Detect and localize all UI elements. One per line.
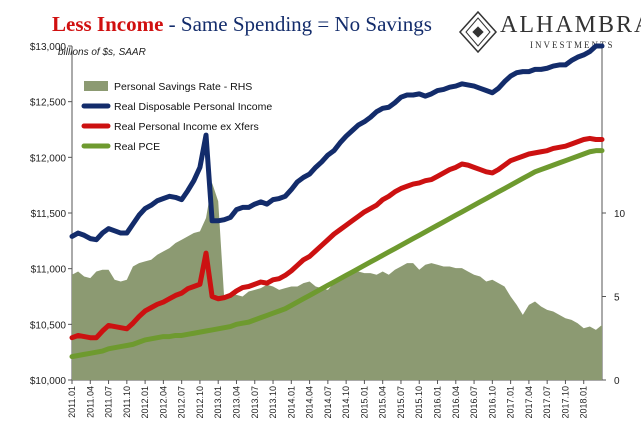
x-tick-label: 2014.07 <box>323 386 333 419</box>
y-left-tick-label: $10,000 <box>30 376 67 387</box>
x-tick-label: 2011.01 <box>67 386 77 418</box>
legend-label: Personal Savings Rate - RHS <box>114 81 252 93</box>
y-left-tick-label: $11,500 <box>31 209 67 220</box>
x-tick-label: 2015.10 <box>414 386 424 419</box>
x-tick-label: 2017.04 <box>524 386 534 419</box>
x-tick-label: 2015.01 <box>359 386 369 419</box>
y-left-tick-label: $13,000 <box>30 42 67 53</box>
chart-title-part1: Less Income <box>52 12 164 36</box>
x-tick-label: 2018.01 <box>579 386 589 419</box>
x-tick-label: 2011.10 <box>122 386 132 418</box>
x-tick-label: 2013.04 <box>231 386 241 419</box>
x-tick-label: 2014.10 <box>341 386 351 419</box>
series-line-real-pce <box>69 148 605 360</box>
x-tick-label: 2014.01 <box>286 386 296 419</box>
logo-subtitle: INVESTMENTS <box>530 40 615 50</box>
x-tick-label: 2016.10 <box>487 386 497 419</box>
x-tick-label: 2011.07 <box>104 386 114 418</box>
chart-title-part2: - Same Spending = No Savings <box>163 12 432 36</box>
x-tick-label: 2017.07 <box>542 386 552 419</box>
x-tick-label: 2016.01 <box>433 386 443 419</box>
logo-emblem-icon <box>458 10 498 54</box>
y-left-tick-label: $11,000 <box>31 265 67 276</box>
x-tick-label: 2013.07 <box>250 386 260 419</box>
x-tick-label: 2015.04 <box>378 386 388 419</box>
series-line-real-disposable-personal-income <box>69 43 605 243</box>
x-tick-label: 2012.10 <box>195 386 205 419</box>
y-left-tick-label: $10,500 <box>30 320 67 331</box>
x-tick-label: 2016.07 <box>469 386 479 419</box>
x-tick-label: 2013.01 <box>213 386 223 419</box>
units-note: billions of $s, SAAR <box>58 47 146 58</box>
y-right-tick-label: 10 <box>614 209 626 220</box>
x-tick-label: 2012.07 <box>177 386 187 419</box>
legend-label: Real Personal Income ex Xfers <box>114 121 259 133</box>
x-tick-label: 2011.04 <box>85 386 95 418</box>
y-right-tick-label: 5 <box>614 293 620 304</box>
chart-title: Less Income - Same Spending = No Savings <box>52 12 432 37</box>
x-tick-label: 2013.10 <box>268 386 278 419</box>
x-tick-label: 2017.01 <box>506 386 516 419</box>
x-tick-label: 2014.04 <box>305 386 315 419</box>
x-tick-label: 2015.07 <box>396 386 406 419</box>
legend-swatch-area <box>84 81 108 91</box>
y-left-tick-label: $12,500 <box>30 98 67 109</box>
x-tick-label: 2016.04 <box>451 386 461 419</box>
legend-label: Real Disposable Personal Income <box>114 101 272 113</box>
logo-name: ALHAMBRA <box>500 12 641 38</box>
y-right-tick-label: 0 <box>614 376 620 387</box>
y-left-tick-label: $12,000 <box>30 153 67 164</box>
x-tick-label: 2012.04 <box>158 386 168 419</box>
x-tick-label: 2012.01 <box>140 386 150 419</box>
alhambra-logo: ALHAMBRA INVESTMENTS <box>458 10 641 54</box>
series-line-real-personal-income-ex-xfers <box>69 135 605 341</box>
x-tick-label: 2017.10 <box>560 386 570 419</box>
legend-label: Real PCE <box>114 141 160 153</box>
